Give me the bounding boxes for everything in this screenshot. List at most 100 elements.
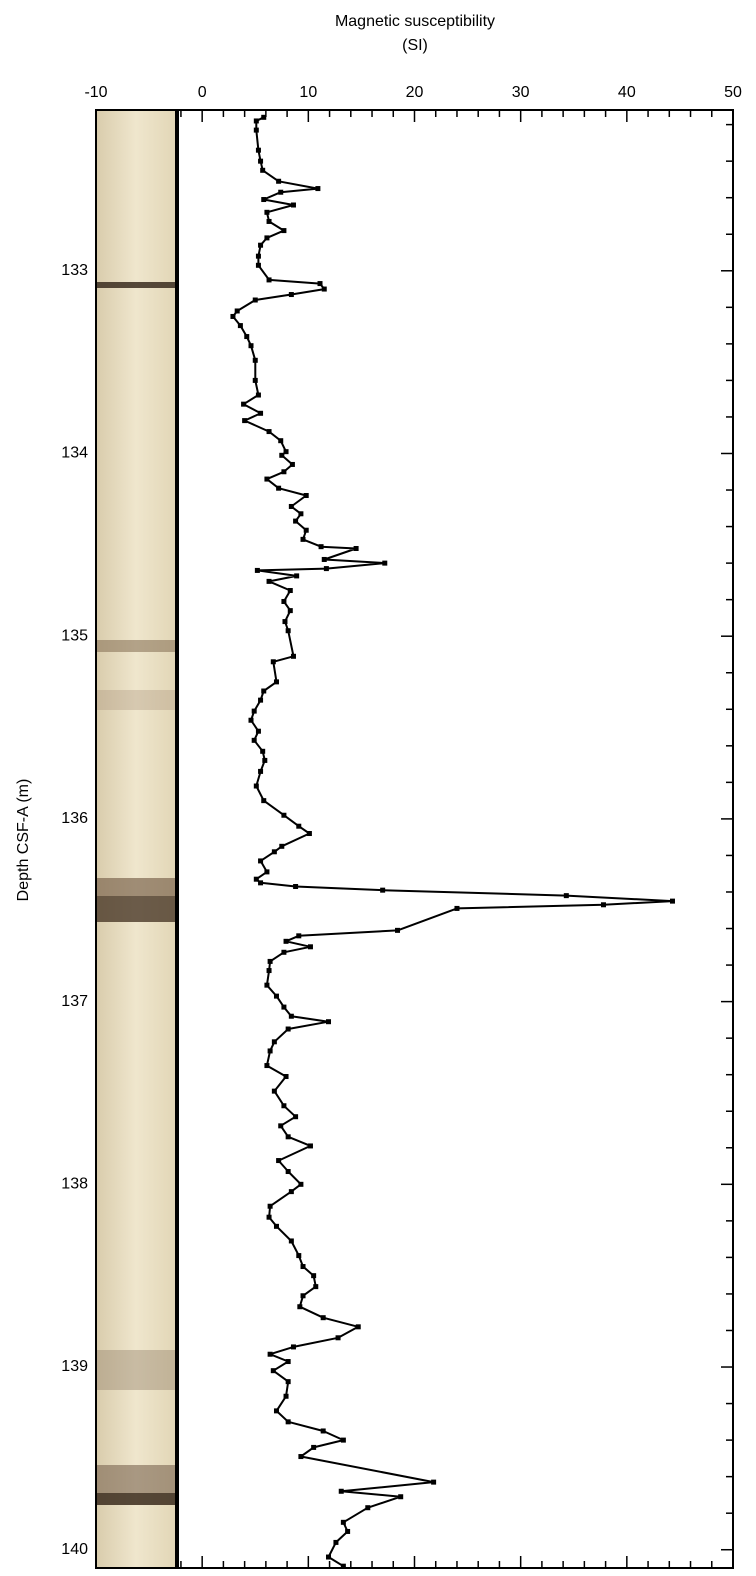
- data-point: [283, 1074, 289, 1080]
- x-tick-label: 50: [724, 84, 742, 101]
- data-point: [255, 728, 261, 734]
- data-point: [297, 1304, 303, 1310]
- data-point: [281, 1004, 287, 1010]
- data-point: [338, 1488, 344, 1494]
- data-point: [264, 235, 270, 241]
- data-point: [303, 493, 309, 499]
- data-point: [395, 927, 401, 933]
- data-point: [353, 545, 359, 551]
- data-point: [290, 202, 296, 208]
- data-point: [285, 1379, 291, 1385]
- data-point: [255, 262, 261, 268]
- data-point: [258, 697, 264, 703]
- data-point: [266, 968, 272, 974]
- data-point: [252, 297, 258, 303]
- data-point: [261, 197, 267, 203]
- plot-frame: [177, 109, 734, 1569]
- data-point: [285, 1169, 291, 1175]
- data-point: [320, 1428, 326, 1434]
- core-image: [95, 109, 177, 1569]
- data-point: [289, 461, 295, 467]
- x-tick-label: 30: [512, 84, 530, 101]
- data-point: [300, 1264, 306, 1270]
- data-point: [300, 1293, 306, 1299]
- data-point: [258, 858, 264, 864]
- data-point: [255, 392, 261, 398]
- data-point: [382, 560, 388, 566]
- x-tick-label: 10: [299, 84, 317, 101]
- data-point: [281, 949, 287, 955]
- data-point: [290, 1344, 296, 1350]
- data-point: [255, 253, 261, 259]
- data-point: [264, 209, 270, 215]
- data-point: [300, 536, 306, 542]
- y-axis-label: Depth CSF-A (m): [15, 779, 32, 902]
- data-point: [253, 783, 259, 789]
- data-point: [288, 1238, 294, 1244]
- data-point: [267, 1351, 273, 1357]
- data-point: [311, 1444, 317, 1450]
- data-point: [230, 313, 236, 319]
- data-point: [320, 1315, 326, 1321]
- data-point: [279, 452, 285, 458]
- data-point: [285, 1026, 291, 1032]
- data-point: [288, 503, 294, 509]
- data-point: [281, 812, 287, 818]
- data-point: [271, 1088, 277, 1094]
- data-point: [454, 905, 460, 911]
- data-point: [380, 887, 386, 893]
- data-point: [283, 938, 289, 944]
- data-point: [290, 653, 296, 659]
- data-point: [321, 556, 327, 562]
- data-point: [278, 438, 284, 444]
- data-point: [285, 1359, 291, 1365]
- data-point: [258, 768, 264, 774]
- data-point: [258, 158, 264, 164]
- data-point: [273, 993, 279, 999]
- data-point: [253, 127, 259, 133]
- data-point: [242, 418, 248, 424]
- data-point: [285, 628, 291, 634]
- x-tick-label: 20: [406, 84, 424, 101]
- x-tick-label: -10: [84, 84, 107, 101]
- data-point: [288, 1013, 294, 1019]
- data-point: [315, 186, 321, 192]
- data-point: [244, 334, 250, 340]
- y-tick-label: 133: [61, 262, 88, 279]
- data-point: [278, 1123, 284, 1129]
- data-point: [306, 831, 312, 837]
- data-point: [293, 518, 299, 524]
- data-point: [262, 757, 268, 763]
- data-point: [258, 410, 264, 416]
- data-point: [258, 880, 264, 886]
- data-point: [283, 449, 289, 455]
- data-point: [296, 1253, 302, 1259]
- y-tick-label: 134: [61, 445, 88, 462]
- axis-unit: (SI): [402, 37, 428, 54]
- y-tick-label: 140: [61, 1541, 88, 1558]
- data-point: [264, 982, 270, 988]
- data-point: [318, 544, 324, 550]
- y-tick-label: 135: [61, 627, 88, 644]
- data-point: [251, 708, 257, 714]
- data-point: [294, 573, 300, 579]
- data-point: [333, 1539, 339, 1545]
- data-point: [307, 944, 313, 950]
- data-point: [258, 242, 264, 248]
- data-point: [355, 1324, 361, 1330]
- data-point: [261, 114, 267, 120]
- data-point: [266, 578, 272, 584]
- data-point: [253, 876, 259, 882]
- data-point: [273, 1223, 279, 1229]
- data-point: [267, 1048, 273, 1054]
- y-tick-label: 139: [61, 1358, 88, 1375]
- y-tick-label: 136: [61, 810, 88, 827]
- data-point: [254, 567, 260, 573]
- data-point: [563, 893, 569, 899]
- data-point: [266, 277, 272, 283]
- data-point: [252, 377, 258, 383]
- x-tick-label: 40: [618, 84, 636, 101]
- data-point: [296, 823, 302, 829]
